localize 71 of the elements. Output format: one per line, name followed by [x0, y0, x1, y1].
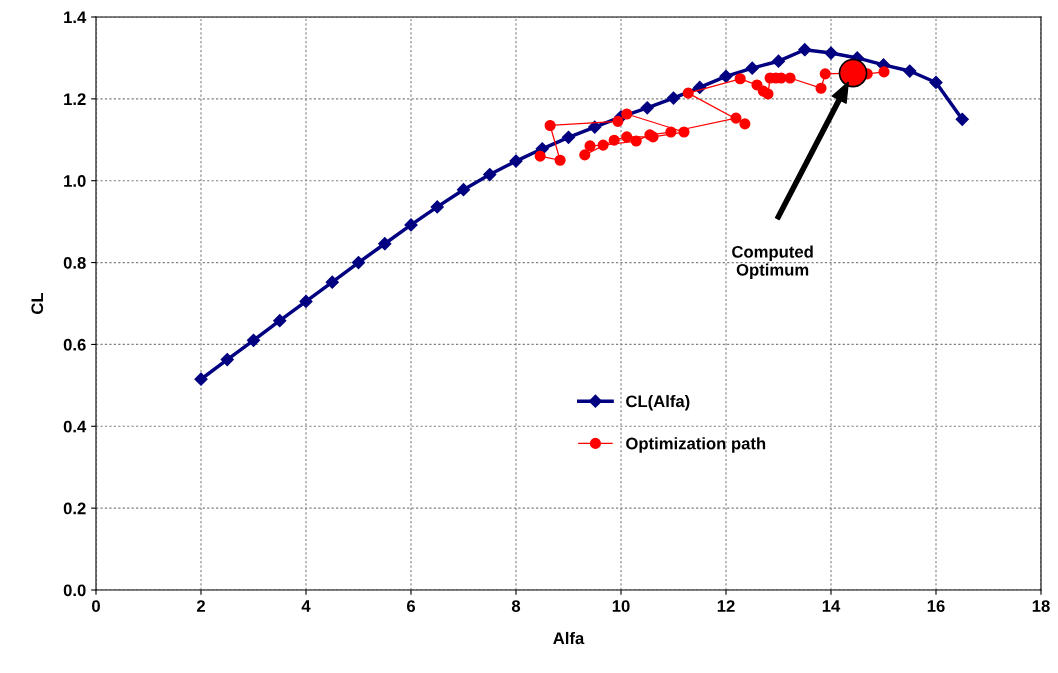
point: [819, 68, 831, 80]
y-tick-label: 0.2: [63, 502, 86, 515]
point: [554, 154, 566, 166]
point: [630, 135, 642, 147]
point: [194, 372, 208, 386]
point: [544, 119, 556, 132]
point: [273, 314, 287, 328]
y-tick-label: 1.4: [64, 11, 87, 24]
x-tick-label: 16: [927, 600, 945, 612]
point: [903, 64, 917, 78]
point: [666, 91, 681, 105]
point: [220, 352, 234, 367]
point: [955, 112, 969, 126]
point: [730, 112, 742, 124]
point: [824, 46, 838, 60]
annotation: Computed Optimum: [732, 245, 813, 279]
x-tick-label: 0: [92, 600, 100, 612]
point: [584, 140, 596, 152]
point: [640, 101, 654, 115]
x-tick-label: 6: [406, 600, 416, 612]
point: [404, 218, 418, 232]
y-tick-label: 0.6: [63, 338, 86, 351]
point: [299, 294, 313, 309]
point: [612, 115, 624, 127]
x-tick-label: 18: [1032, 600, 1050, 612]
point: [665, 126, 677, 138]
point: [762, 88, 774, 100]
point: [815, 82, 827, 94]
point: [378, 237, 392, 251]
point: [929, 75, 943, 90]
point: [734, 73, 746, 85]
x-tick-label: 2: [196, 600, 205, 612]
y-tick-label: 1.0: [64, 175, 86, 187]
y-tick-label: 0.4: [63, 420, 87, 433]
y-tick-label: 0.0: [63, 584, 86, 597]
point: [456, 183, 471, 197]
x-tick-label: 8: [511, 600, 521, 612]
point: [745, 61, 759, 75]
y-tick-label: 0.8: [63, 256, 86, 269]
point: [621, 131, 633, 143]
point: [246, 333, 261, 347]
point: [771, 54, 786, 68]
point: [588, 120, 602, 134]
y-tick-label: 1.2: [64, 93, 86, 105]
point: [838, 58, 868, 88]
point: [509, 154, 523, 168]
x-axis-title: Alfa: [553, 631, 585, 645]
x-tick-label: 14: [822, 600, 841, 612]
point: [784, 72, 796, 84]
x-tick-label: 10: [612, 600, 630, 612]
point: [561, 130, 576, 144]
y-axis-title: CL: [31, 292, 44, 314]
point: [878, 66, 890, 78]
point: [579, 149, 591, 161]
legend-label: Optimization path: [626, 437, 766, 453]
x-tick-label: 12: [717, 600, 735, 612]
point: [621, 108, 633, 120]
point: [597, 139, 609, 151]
point: [608, 134, 620, 146]
x-tick-label: 4: [301, 600, 311, 612]
point: [351, 255, 366, 270]
point: [678, 126, 690, 138]
point: [719, 69, 733, 83]
legend-label: CL(Alfa): [626, 394, 690, 411]
point: [739, 118, 751, 130]
point: [325, 275, 339, 289]
point: [534, 150, 546, 162]
point: [798, 43, 812, 57]
point: [682, 87, 694, 99]
point: [430, 200, 444, 214]
point: [483, 167, 497, 182]
